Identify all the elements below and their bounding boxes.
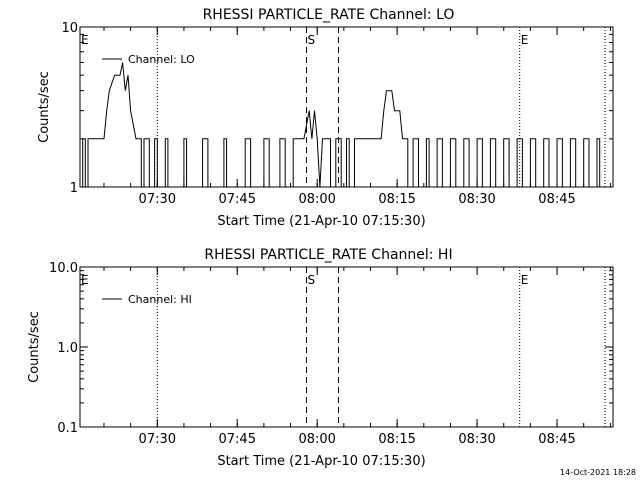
y-tick-label: 1.0 <box>57 341 78 356</box>
x-tick-label: 07:30 <box>139 432 176 447</box>
legend-entry: Channel: LO <box>128 53 195 66</box>
y-tick-label: 10.0 <box>49 261 78 276</box>
x-tick-label: 07:45 <box>219 432 256 447</box>
time-marker-label: E <box>81 273 89 287</box>
plot-frame <box>79 266 614 428</box>
series-line-channel-lo <box>80 62 605 188</box>
chart-title: RHESSI PARTICLE_RATE Channel: LO <box>203 7 455 23</box>
y-axis-label: Counts/sec <box>27 311 42 383</box>
x-axis-label: Start Time (21-Apr-10 07:15:30) <box>217 214 425 229</box>
time-marker-label: S <box>308 33 316 47</box>
bottom-panel: RHESSI PARTICLE_RATE Channel: HI 0.1 1.0 10… <box>27 247 614 469</box>
x-axis-label: Start Time (21-Apr-10 07:15:30) <box>217 454 425 469</box>
y-tick-label: 1 <box>70 181 78 196</box>
y-tick-label: 10 <box>61 21 78 36</box>
x-tick-label: 08:45 <box>538 432 575 447</box>
time-marker-label: E <box>521 273 529 287</box>
x-tick-label: 08:00 <box>298 192 335 207</box>
x-tick-label: 08:30 <box>458 192 495 207</box>
time-marker-label: S <box>308 273 316 287</box>
x-tick-label: 07:30 <box>139 192 176 207</box>
legend-entry: Channel: HI <box>128 293 192 306</box>
chart-title: RHESSI PARTICLE_RATE Channel: HI <box>204 247 452 263</box>
x-tick-label: 08:00 <box>298 432 335 447</box>
y-axis-label: Counts/sec <box>37 71 52 143</box>
x-tick-label: 08:15 <box>378 192 415 207</box>
x-tick-label: 07:45 <box>219 192 256 207</box>
y-tick-label: 0.1 <box>57 421 78 436</box>
time-marker-label: E <box>521 33 529 47</box>
footer-timestamp: 14-Oct-2021 18:28 <box>560 468 636 477</box>
x-tick-label: 08:30 <box>458 432 495 447</box>
x-tick-label: 08:15 <box>378 432 415 447</box>
x-tick-label: 08:45 <box>538 192 575 207</box>
time-marker-label: E <box>81 33 89 47</box>
top-panel: RHESSI PARTICLE_RATE Channel: LO 1 10 07:30… <box>37 7 614 229</box>
